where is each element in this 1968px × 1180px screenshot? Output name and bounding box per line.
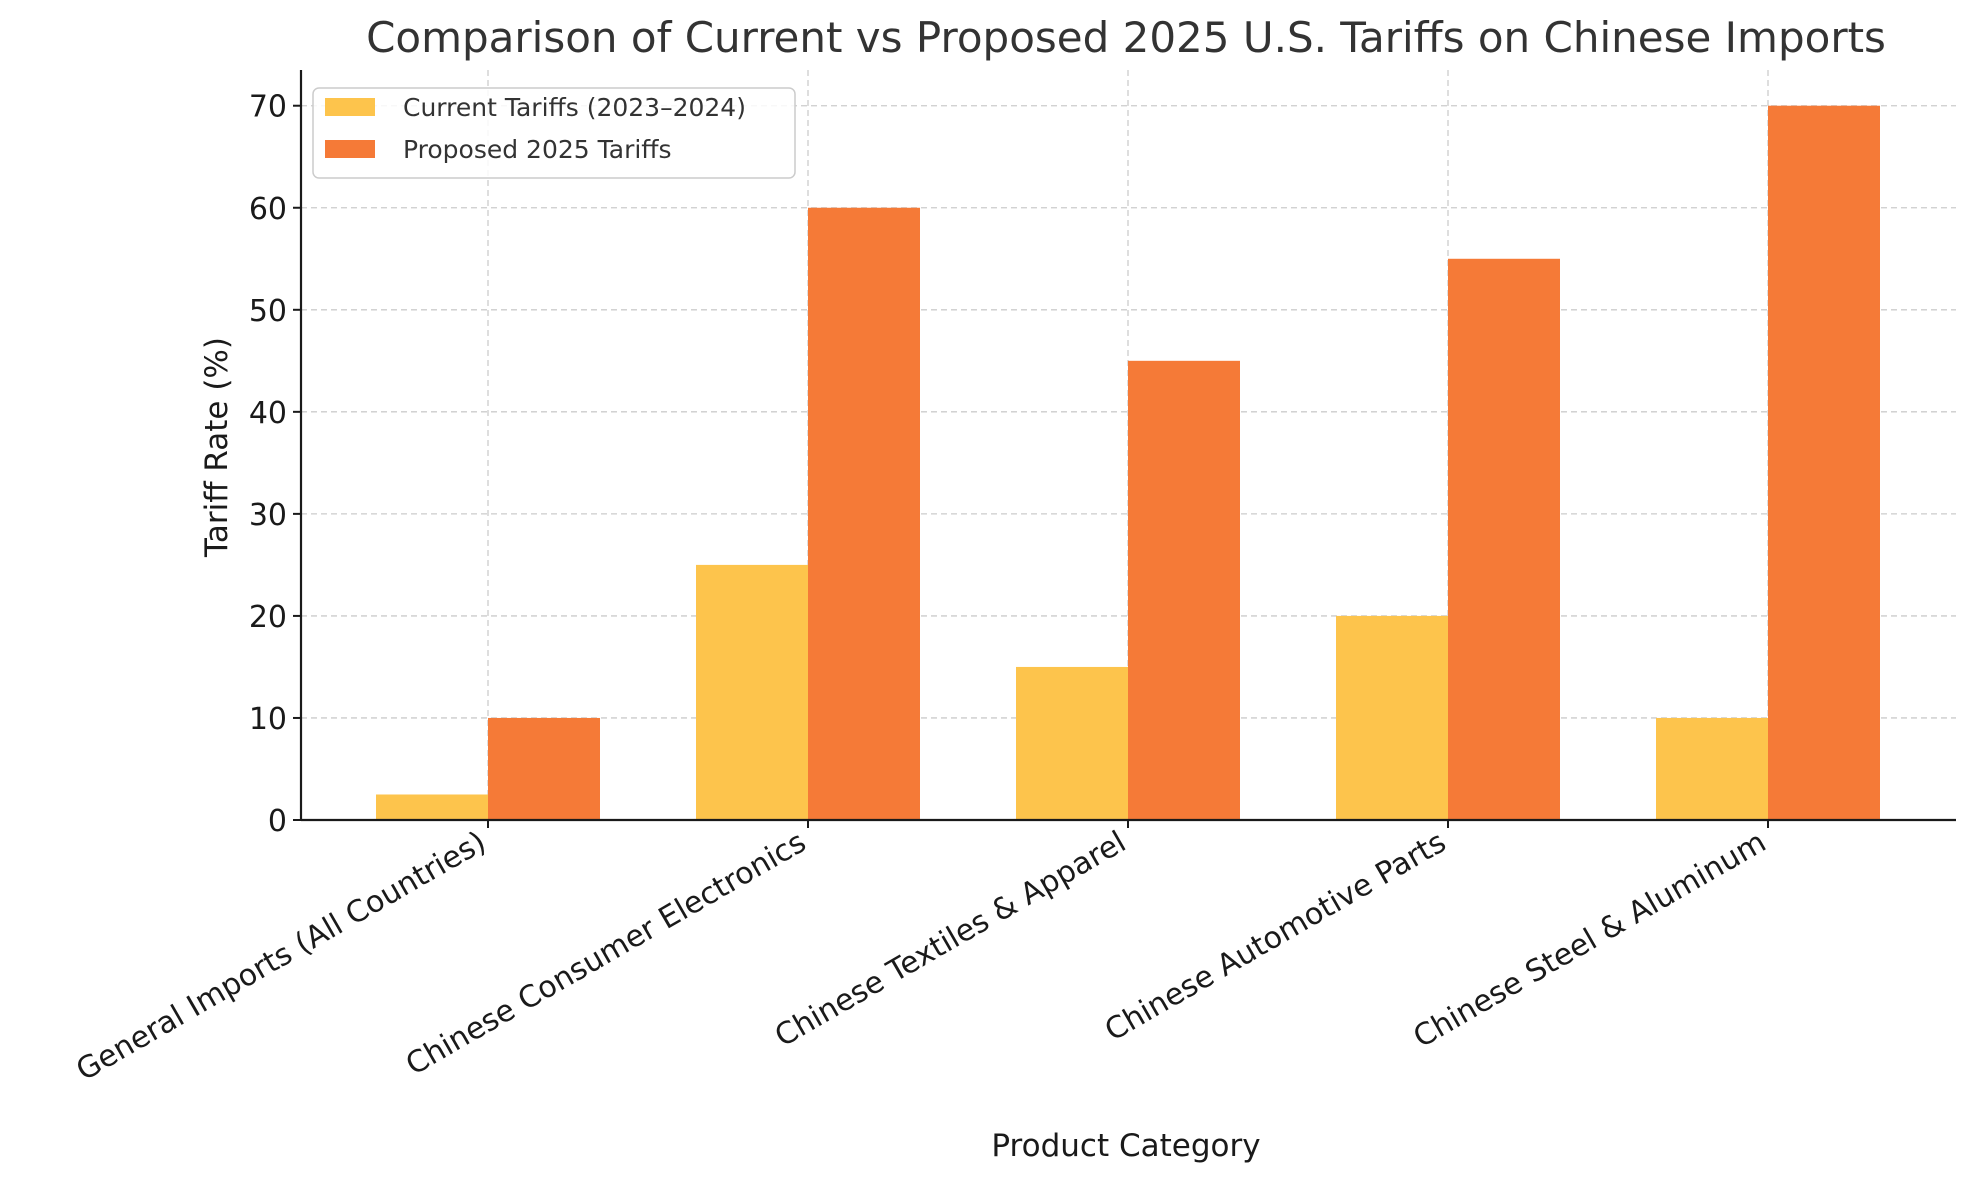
- legend-box: [312, 87, 796, 179]
- bar-proposed: [808, 207, 920, 820]
- bars: [376, 105, 1880, 820]
- legend-label-proposed: Proposed 2025 Tariffs: [403, 135, 672, 164]
- y-tick-label: 40: [249, 396, 287, 431]
- y-ticks: 0 10 20 30 40 50 60 70: [249, 90, 301, 839]
- x-axis-label: Product Category: [991, 1128, 1260, 1164]
- bar-current: [696, 564, 808, 820]
- y-tick-label: 10: [249, 702, 287, 737]
- legend: Current Tariffs (2023–2024) Proposed 202…: [312, 87, 796, 179]
- x-tick-label: Chinese Steel & Aluminum: [1408, 825, 1772, 1056]
- chart-title: Comparison of Current vs Proposed 2025 U…: [366, 13, 1886, 62]
- y-tick-label: 50: [249, 294, 287, 329]
- legend-swatch-current: [325, 98, 375, 116]
- legend-label-current: Current Tariffs (2023–2024): [403, 93, 746, 122]
- x-tick-label: Chinese Textiles & Apparel: [769, 825, 1132, 1055]
- bar-current: [1016, 666, 1128, 820]
- y-tick-label: 0: [268, 804, 287, 839]
- legend-swatch-proposed: [325, 140, 375, 158]
- y-tick-label: 30: [249, 498, 287, 533]
- x-tick-label: Chinese Automotive Parts: [1099, 825, 1452, 1049]
- bar-proposed: [488, 717, 600, 820]
- bar-current: [1656, 717, 1768, 820]
- x-ticks: General Imports (All Countries)Chinese C…: [71, 820, 1772, 1088]
- bar-proposed: [1448, 258, 1560, 820]
- bar-proposed: [1768, 105, 1880, 820]
- y-tick-label: 70: [249, 90, 287, 125]
- bar-proposed: [1128, 360, 1240, 820]
- y-tick-label: 60: [249, 192, 287, 227]
- bar-current: [376, 794, 488, 820]
- y-axis-label: Tariff Rate (%): [199, 337, 235, 558]
- bar-current: [1336, 615, 1448, 820]
- y-tick-label: 20: [249, 600, 287, 635]
